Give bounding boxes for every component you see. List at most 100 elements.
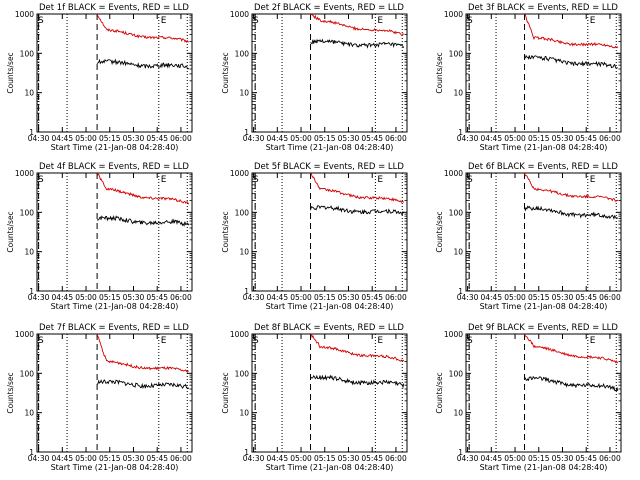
x-axis-label: Start Time (21-Jan-08 04:28:40) <box>51 463 179 472</box>
x-tick-label: 06:00 <box>170 293 192 302</box>
x-tick-label: 05:15 <box>314 454 336 463</box>
x-tick-label: 06:00 <box>385 454 407 463</box>
y-tick-label: 10 <box>24 409 34 418</box>
x-tick-label: 05:30 <box>338 454 360 463</box>
end-label: E <box>161 175 167 185</box>
plot-frame <box>465 172 622 292</box>
end-label: E <box>161 16 167 26</box>
y-tick-label: 100 <box>235 208 250 217</box>
x-tick-label: 05:45 <box>361 454 383 463</box>
chart-title: Det 6f BLACK = Events, RED = LLD <box>468 162 618 172</box>
start-label: S <box>253 16 259 26</box>
x-tick-label: 04:30 <box>28 293 50 302</box>
y-tick-label: 1000 <box>444 330 463 339</box>
end-label: E <box>377 175 383 185</box>
y-tick-label: 1 <box>29 128 34 137</box>
x-tick-label: 05:45 <box>146 454 168 463</box>
x-tick-label: 06:00 <box>385 293 407 302</box>
y-axis-label: Counts/sec <box>6 52 15 93</box>
x-tick-label: 05:30 <box>123 454 145 463</box>
plot-frame <box>465 13 622 133</box>
y-tick-label: 10 <box>239 89 249 98</box>
y-axis-label: Counts/sec <box>6 211 15 252</box>
x-tick-label: 05:30 <box>338 134 360 143</box>
y-tick-label: 1 <box>244 448 249 457</box>
chart-panel: Det 7f BLACK = Events, RED = LLD Counts/s… <box>6 323 193 472</box>
x-tick-label: 04:30 <box>28 454 50 463</box>
x-tick-label: 04:45 <box>480 134 502 143</box>
events-series <box>310 205 405 216</box>
lld-series <box>524 13 619 49</box>
events-series <box>96 58 190 70</box>
y-tick-label: 100 <box>449 369 464 378</box>
x-tick-label: 04:45 <box>480 454 502 463</box>
chart-panel: Det 4f BLACK = Events, RED = LLD Counts/s… <box>6 162 193 311</box>
x-tick-label: 05:00 <box>290 134 312 143</box>
x-tick-label: 04:45 <box>266 454 288 463</box>
x-tick-label: 05:30 <box>123 134 145 143</box>
x-tick-label: 05:15 <box>314 293 336 302</box>
x-tick-label: 06:00 <box>599 134 621 143</box>
y-tick-label: 1 <box>458 287 463 296</box>
x-tick-label: 05:45 <box>575 454 597 463</box>
y-tick-label: 1 <box>29 448 34 457</box>
x-tick-label: 04:30 <box>457 454 479 463</box>
x-tick-label: 05:15 <box>528 293 550 302</box>
chart-panel: Det 1f BLACK = Events, RED = LLD Counts/s… <box>6 3 193 152</box>
y-tick-label: 100 <box>20 208 35 217</box>
chart-title: Det 9f BLACK = Events, RED = LLD <box>468 323 618 333</box>
x-tick-label: 05:00 <box>75 454 97 463</box>
x-tick-label: 05:00 <box>504 293 526 302</box>
events-series <box>310 38 405 49</box>
x-axis-label: Start Time (21-Jan-08 04:28:40) <box>51 302 179 311</box>
start-label: S <box>467 175 473 185</box>
x-tick-label: 05:30 <box>123 293 145 302</box>
start-label: S <box>253 336 259 346</box>
y-tick-label: 100 <box>235 49 250 58</box>
y-tick-label: 1000 <box>15 330 34 339</box>
x-tick-label: 06:00 <box>599 293 621 302</box>
x-tick-label: 05:30 <box>338 293 360 302</box>
lld-series <box>310 333 405 362</box>
y-tick-label: 1 <box>458 448 463 457</box>
chart-panel: Det 5f BLACK = Events, RED = LLD Counts/s… <box>221 162 408 311</box>
chart-title: Det 7f BLACK = Events, RED = LLD <box>39 323 189 333</box>
y-axis-label: Counts/sec <box>6 372 15 413</box>
x-tick-label: 05:45 <box>575 293 597 302</box>
y-tick-label: 10 <box>453 409 463 418</box>
chart-panel: Det 6f BLACK = Events, RED = LLD Counts/s… <box>435 162 622 311</box>
end-label: E <box>377 336 383 346</box>
lld-series <box>310 172 405 204</box>
y-tick-label: 100 <box>449 49 464 58</box>
x-axis-label: Start Time (21-Jan-08 04:28:40) <box>480 302 608 311</box>
x-tick-label: 05:00 <box>75 293 97 302</box>
x-tick-label: 05:15 <box>528 134 550 143</box>
end-label: E <box>590 175 596 185</box>
y-tick-label: 1000 <box>230 169 249 178</box>
plot-frame <box>36 172 193 292</box>
x-tick-label: 05:30 <box>552 454 574 463</box>
x-tick-label: 05:45 <box>361 134 383 143</box>
y-tick-label: 100 <box>235 369 250 378</box>
x-tick-label: 05:00 <box>290 293 312 302</box>
y-tick-label: 100 <box>20 49 35 58</box>
x-axis-label: Start Time (21-Jan-08 04:28:40) <box>51 143 179 152</box>
chart-panel: Det 8f BLACK = Events, RED = LLD Counts/s… <box>221 323 408 472</box>
x-tick-label: 05:15 <box>528 454 550 463</box>
x-tick-label: 05:15 <box>99 134 121 143</box>
start-label: S <box>253 175 259 185</box>
chart-panel: Det 9f BLACK = Events, RED = LLD Counts/s… <box>435 323 622 472</box>
x-tick-label: 04:45 <box>266 134 288 143</box>
start-label: S <box>467 16 473 26</box>
events-series <box>310 374 405 389</box>
x-tick-label: 05:15 <box>99 293 121 302</box>
events-series <box>96 214 190 227</box>
lld-series <box>524 333 619 364</box>
x-axis-label: Start Time (21-Jan-08 04:28:40) <box>266 302 394 311</box>
x-tick-label: 05:00 <box>504 134 526 143</box>
y-tick-label: 10 <box>24 248 34 257</box>
x-tick-label: 05:30 <box>552 293 574 302</box>
x-tick-label: 05:00 <box>504 454 526 463</box>
start-label: S <box>38 336 44 346</box>
y-tick-label: 1000 <box>15 10 34 19</box>
